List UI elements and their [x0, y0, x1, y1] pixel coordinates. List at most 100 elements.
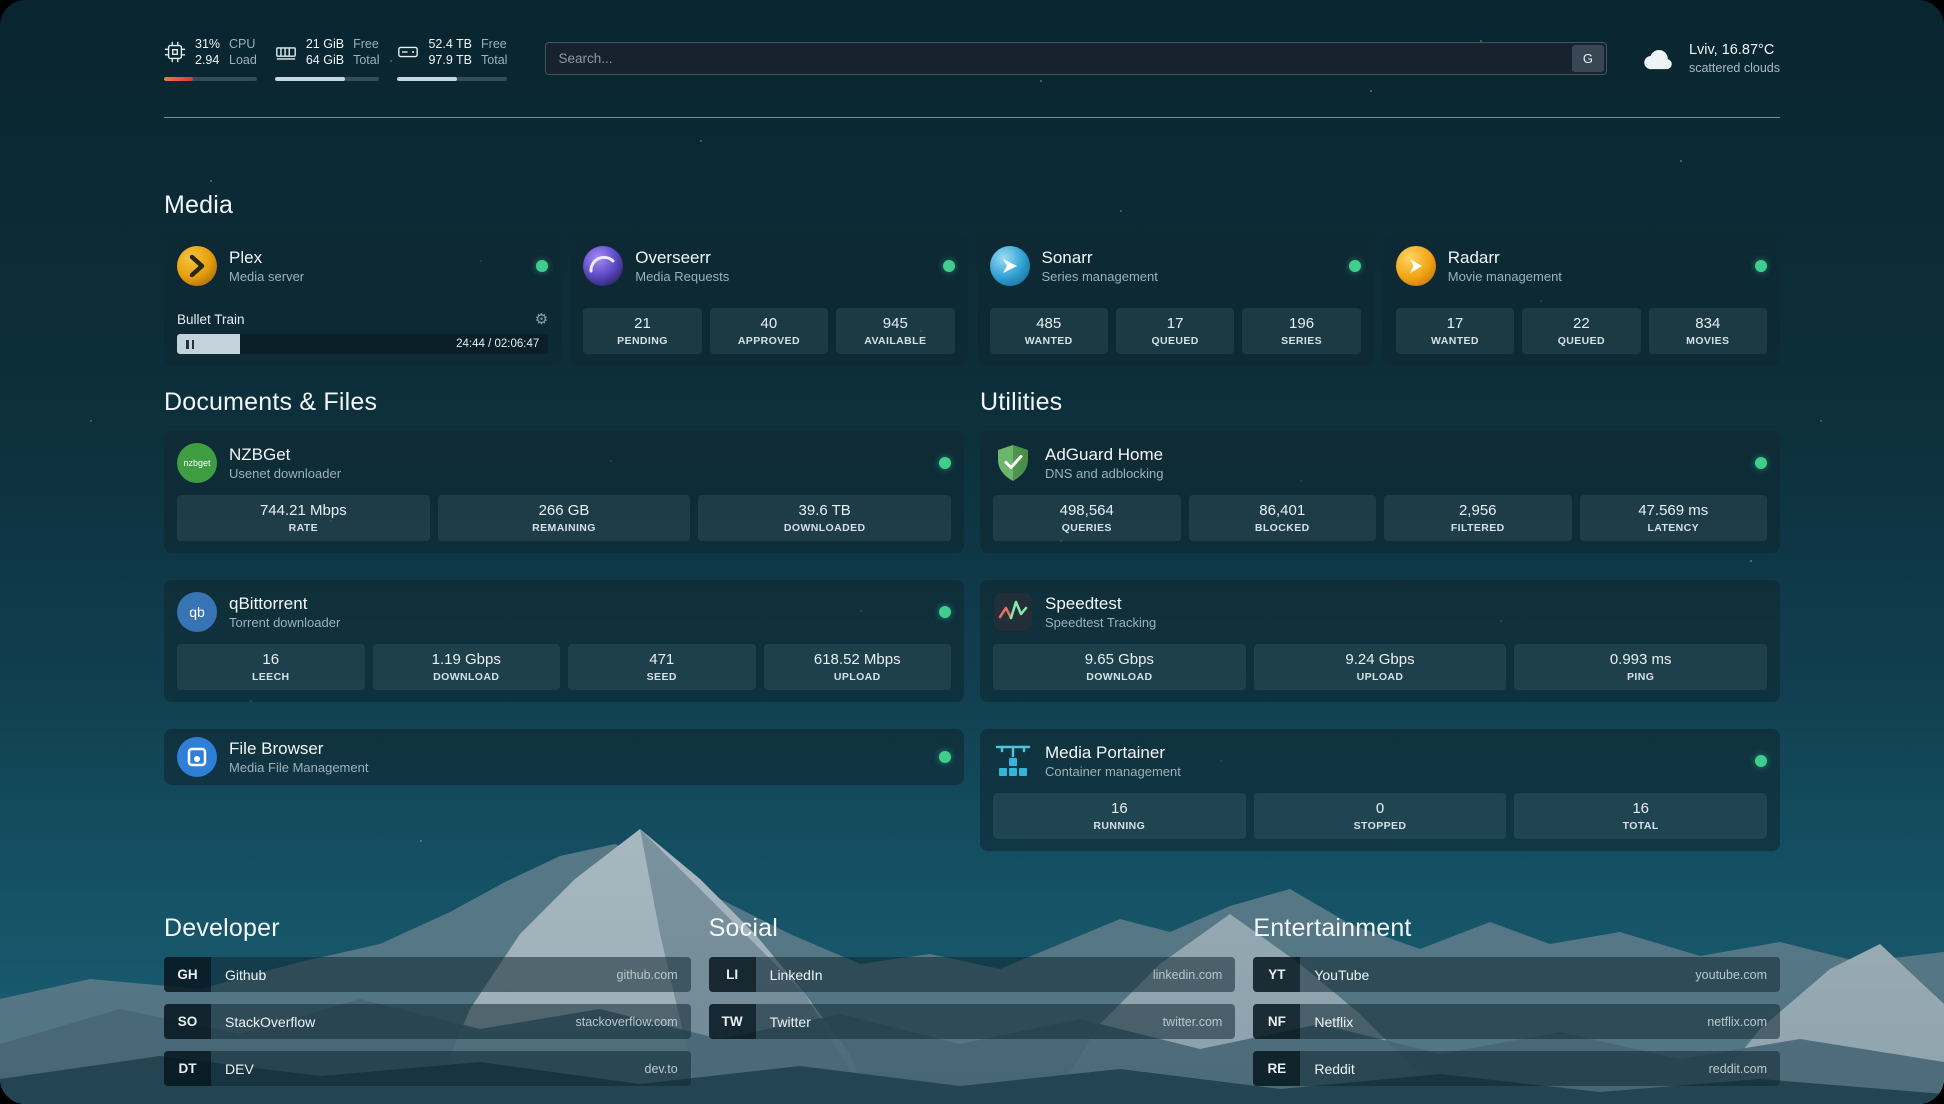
pause-icon[interactable]	[186, 339, 194, 349]
stat: 0 STOPPED	[1253, 793, 1507, 839]
search-provider-button[interactable]: G	[1571, 45, 1604, 72]
bookmark-github[interactable]: GH Github github.com	[164, 957, 691, 992]
bookmark-youtube[interactable]: YT YouTube youtube.com	[1253, 957, 1780, 992]
bookmark-abbr: TW	[708, 1004, 756, 1039]
system-widgets: 31% 2.94 CPU Load	[164, 36, 525, 81]
search-input[interactable]	[545, 42, 1607, 75]
service-name: qBittorrent	[229, 594, 308, 613]
service-card-adguard[interactable]: AdGuard Home DNS and adblocking 498,564 …	[980, 431, 1780, 553]
stat: 17 QUEUED	[1115, 308, 1235, 354]
stat-value: 9.24 Gbps	[1345, 651, 1415, 668]
bookmark-url: reddit.com	[1708, 1061, 1767, 1076]
bookmark-url: linkedin.com	[1152, 967, 1223, 982]
memory-label-bottom: Total	[353, 53, 380, 67]
service-card-sonarr[interactable]: Sonarr Series management 485 WANTED 17 Q…	[976, 234, 1374, 366]
stat-label: PENDING	[617, 335, 668, 347]
bookmark-name: Github	[225, 966, 267, 983]
portainer-icon	[993, 741, 1033, 781]
bookmark-twitter[interactable]: TW Twitter twitter.com	[708, 1004, 1236, 1039]
stat: 834 MOVIES	[1648, 308, 1768, 354]
stat-value: 0	[1375, 800, 1385, 817]
weather-widget: Lviv, 16.87°C scattered clouds	[1641, 41, 1780, 76]
bookmark-name: YouTube	[1314, 966, 1370, 983]
weather-location: Lviv, 16.87°C	[1688, 42, 1775, 58]
stat: 471 SEED	[568, 644, 756, 690]
stat-label: PING	[1627, 671, 1655, 683]
cpu-progress-bar	[164, 77, 257, 81]
service-name: NZBGet	[229, 445, 291, 464]
stat-value: 9.65 Gbps	[1084, 651, 1154, 668]
service-subtitle: Container management	[1045, 764, 1181, 779]
service-name: Overseerr	[635, 248, 711, 267]
status-dot	[1755, 457, 1767, 469]
bookmark-linkedin[interactable]: LI LinkedIn linkedin.com	[708, 957, 1236, 992]
service-card-overseerr[interactable]: Overseerr Media Requests 21 PENDING 40 A…	[570, 234, 968, 366]
disk-icon	[397, 41, 419, 63]
section-title-developer: Developer	[164, 914, 280, 942]
filebrowser-icon	[177, 737, 217, 777]
stat-value: 22	[1573, 315, 1590, 332]
stat-value: 39.6 TB	[798, 502, 851, 519]
bookmark-reddit[interactable]: RE Reddit reddit.com	[1253, 1051, 1780, 1086]
stat: 744.21 Mbps RATE	[177, 495, 430, 541]
stat: 86,401 BLOCKED	[1188, 495, 1376, 541]
stat-label: AVAILABLE	[864, 335, 927, 347]
stat: 16 RUNNING	[993, 793, 1246, 839]
bookmark-abbr: NF	[1253, 1004, 1301, 1039]
stat-value: 196	[1289, 315, 1315, 332]
bookmark-abbr: SO	[164, 1004, 211, 1039]
bookmark-url: github.com	[616, 967, 678, 982]
developer-column: Developer GH Github github.com SO StackO…	[164, 914, 691, 1086]
service-card-speedtest[interactable]: Speedtest Speedtest Tracking 9.65 Gbps D…	[980, 580, 1780, 702]
qbittorrent-icon: qb	[177, 592, 217, 632]
disk-widget: 52.4 TB 97.9 TB Free Total	[397, 36, 508, 81]
service-name: Plex	[229, 248, 263, 267]
playback-progress-bar[interactable]: 24:44 / 02:06:47	[177, 334, 549, 354]
section-title-media: Media	[164, 191, 234, 219]
service-subtitle: Media Requests	[635, 269, 730, 284]
bookmark-dev[interactable]: DT DEV dev.to	[164, 1051, 691, 1086]
stat: 22 QUEUED	[1522, 308, 1641, 354]
stat-label: DOWNLOAD	[1086, 671, 1153, 683]
service-card-portainer[interactable]: Media Portainer Container management 16 …	[980, 729, 1780, 851]
memory-progress-bar	[274, 77, 380, 81]
disk-free: 52.4 TB	[428, 37, 473, 51]
disk-label-top: Free	[481, 37, 507, 51]
stat-value: 86,401	[1259, 502, 1306, 519]
bookmark-netflix[interactable]: NF Netflix netflix.com	[1253, 1004, 1780, 1039]
stat: 40 APPROVED	[709, 308, 829, 354]
stat-label: WANTED	[1024, 335, 1073, 347]
documents-column: Documents & Files nzbget NZBGet Usenet d…	[164, 388, 964, 851]
service-name: AdGuard Home	[1045, 445, 1164, 464]
memory-icon	[275, 41, 297, 63]
service-card-qbittorrent[interactable]: qb qBittorrent Torrent downloader 16 LEE…	[164, 580, 964, 702]
plex-icon	[177, 246, 217, 286]
bookmark-name: Netflix	[1314, 1013, 1354, 1030]
stat-value: 266 GB	[538, 502, 590, 519]
stat-label: MOVIES	[1686, 335, 1730, 347]
service-card-filebrowser[interactable]: File Browser Media File Management	[164, 729, 964, 785]
stat-value: 485	[1036, 315, 1062, 332]
stat-label: DOWNLOAD	[433, 671, 500, 683]
status-dot	[1755, 260, 1767, 272]
stat: 16 LEECH	[177, 644, 365, 690]
overseerr-icon	[583, 246, 624, 286]
status-dot	[939, 606, 951, 618]
bookmark-url: twitter.com	[1162, 1014, 1223, 1029]
cpu-icon	[164, 41, 186, 63]
status-dot	[536, 260, 549, 272]
service-card-nzbget[interactable]: nzbget NZBGet Usenet downloader 744.21 M…	[164, 431, 964, 553]
stat-value: 16	[1632, 800, 1650, 817]
radarr-icon	[1395, 246, 1436, 286]
stat: 485 WANTED	[989, 308, 1108, 354]
service-card-radarr[interactable]: Radarr Movie management 17 WANTED 22 QUE…	[1382, 234, 1780, 366]
service-subtitle: Speedtest Tracking	[1045, 615, 1157, 630]
stat-value: 17	[1166, 315, 1184, 332]
bookmark-name: Reddit	[1314, 1060, 1355, 1077]
bookmark-stackoverflow[interactable]: SO StackOverflow stackoverflow.com	[164, 1004, 691, 1039]
stat: 47.569 ms LATENCY	[1579, 495, 1767, 541]
section-title-utilities: Utilities	[980, 388, 1063, 416]
gear-icon[interactable]: ⚙	[534, 311, 549, 328]
service-card-plex[interactable]: Plex Media server Bullet Train ⚙ 24:44 /…	[164, 234, 562, 366]
